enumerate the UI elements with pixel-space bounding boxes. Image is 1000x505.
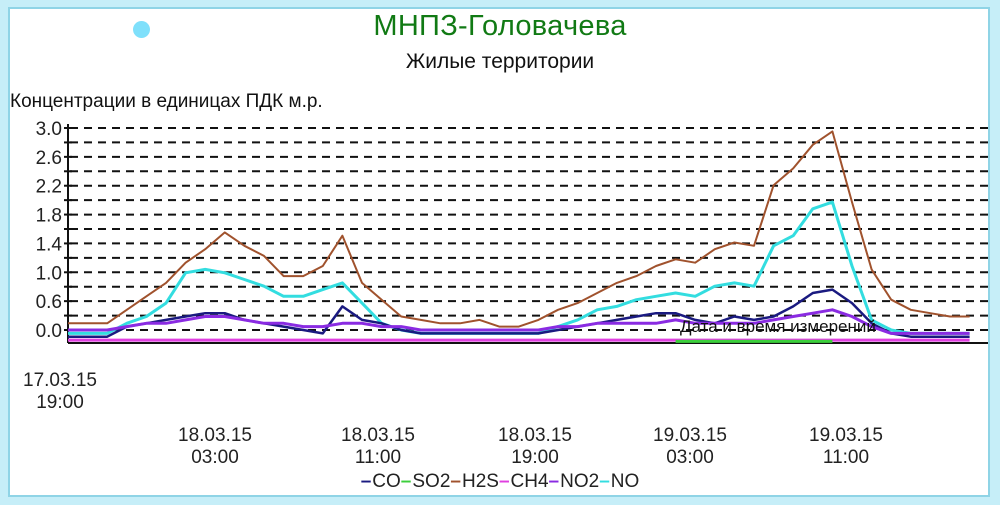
legend-item-so2: –SO2 [401, 471, 451, 492]
y-axis-label: Концентрации в единицах ПДК м.р. [10, 91, 323, 112]
y-tick-label: 2.2 [36, 177, 62, 198]
x-tick-date: 19.03.15 [809, 425, 883, 446]
x-tick-label: 18.03.15 19:00 [475, 425, 595, 469]
x-tick-time: 19:00 [511, 447, 559, 468]
series-line-h2s [68, 130, 970, 328]
y-tick-label: 1.8 [36, 206, 62, 227]
x-tick-label: 18.03.15 03:00 [155, 425, 275, 469]
legend-swatch-icon: – [400, 471, 412, 492]
legend-item-co: –CO [361, 471, 401, 492]
y-tick-label: 2.6 [36, 148, 62, 169]
series-line-co [68, 288, 970, 338]
legend-item-no2: –NO2 [549, 471, 600, 492]
y-tick-label: 0.0 [36, 321, 62, 342]
y-tick-label: 3.0 [36, 119, 62, 140]
x-tick-date: 18.03.15 [178, 425, 252, 446]
y-tick-label: 1.0 [36, 263, 62, 284]
chart-title: МНПЗ-Головачева [373, 10, 627, 42]
legend-item-ch4: –CH4 [499, 471, 549, 492]
legend-item-h2s: –H2S [450, 471, 499, 492]
x-tick-time: 03:00 [191, 447, 239, 468]
x-tick-time: 11:00 [354, 447, 402, 468]
x-tick-date: 18.03.15 [498, 425, 572, 446]
legend-swatch-icon: – [599, 471, 610, 492]
chart-subtitle: Жилые территории [405, 50, 595, 73]
x-tick-date: 17.03.15 [23, 370, 97, 391]
x-axis-title: Дата и время измерений [680, 317, 876, 336]
x-tick-time: 19:00 [36, 392, 84, 413]
legend-label: NO2 [560, 471, 600, 492]
x-tick-time: 03:00 [666, 447, 714, 468]
status-dot-icon [133, 21, 150, 38]
x-tick-date: 19.03.15 [653, 425, 727, 446]
y-tick-label: 1.4 [36, 234, 63, 255]
legend-label: H2S [461, 471, 499, 492]
x-tick-time: 11:00 [822, 447, 870, 468]
legend-item-no: –NO [599, 471, 639, 492]
series-line-no2 [68, 308, 970, 335]
x-tick-label: 18.03.15 11:00 [318, 425, 438, 469]
x-tick-date: 18.03.15 [341, 425, 415, 446]
legend-label: NO [610, 471, 640, 492]
chart-legend: –CO–SO2–H2S–CH4–NO2–NO [0, 471, 1000, 493]
x-tick-label: 17.03.15 19:00 [0, 370, 120, 414]
legend-label: SO2 [412, 471, 451, 492]
legend-swatch-icon: – [548, 471, 560, 492]
x-tick-label: 19.03.15 03:00 [630, 425, 750, 469]
legend-swatch-icon: – [360, 471, 372, 492]
legend-swatch-icon: – [450, 471, 461, 492]
chart-frame [8, 7, 990, 497]
y-tick-label: 0.6 [36, 292, 62, 313]
x-tick-label: 19.03.15 11:00 [786, 425, 906, 469]
legend-swatch-icon: – [498, 471, 510, 492]
legend-label: CO [372, 471, 401, 492]
legend-label: CH4 [510, 471, 549, 492]
